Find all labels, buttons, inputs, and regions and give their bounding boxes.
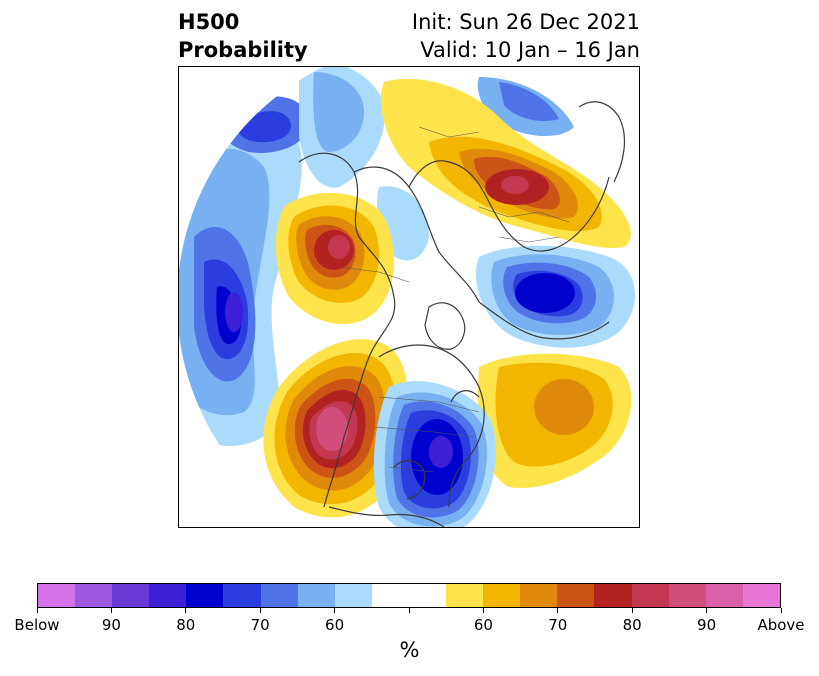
title-block-left: H500 Probability bbox=[178, 8, 308, 64]
colorbar-segment bbox=[38, 584, 76, 607]
probability-map bbox=[178, 66, 640, 528]
colorbar-segment bbox=[705, 584, 743, 607]
colorbar-tick bbox=[36, 608, 38, 613]
colorbar-ticks bbox=[36, 608, 782, 614]
anomaly-below-east-north-america bbox=[373, 381, 496, 527]
colorbar-segment bbox=[371, 584, 409, 607]
colorbar-tick bbox=[185, 608, 187, 613]
colorbar-segment bbox=[260, 584, 298, 607]
borders bbox=[338, 126, 570, 473]
colorbar-label: Above bbox=[757, 616, 805, 634]
title-block-right: Init: Sun 26 Dec 2021 Valid: 10 Jan – 16… bbox=[412, 8, 640, 64]
colorbar-tick bbox=[631, 608, 633, 613]
colorbar-tick bbox=[259, 608, 261, 613]
colorbar-label: 70 bbox=[250, 616, 270, 634]
probability-field bbox=[179, 67, 636, 527]
colorbar-segment bbox=[446, 584, 484, 607]
colorbar-segment bbox=[631, 584, 669, 607]
variable-title: H500 bbox=[178, 10, 240, 34]
colorbar-segment bbox=[408, 584, 447, 607]
coastlines bbox=[298, 101, 625, 527]
anomaly-below-atlantic-north bbox=[475, 245, 636, 348]
colorbar-label: 80 bbox=[622, 616, 642, 634]
colorbar-segment bbox=[594, 584, 632, 607]
probability-map-svg bbox=[179, 67, 636, 527]
colorbar bbox=[37, 583, 781, 608]
colorbar-label: 90 bbox=[697, 616, 717, 634]
colorbar-label: 90 bbox=[101, 616, 121, 634]
colorbar-segment bbox=[483, 584, 521, 607]
colorbar-tick bbox=[110, 608, 112, 613]
colorbar-segment bbox=[223, 584, 261, 607]
colorbar-tick bbox=[557, 608, 559, 613]
valid-range: Valid: 10 Jan – 16 Jan bbox=[420, 38, 640, 62]
anomaly-above-atlantic bbox=[478, 353, 632, 488]
colorbar-segment bbox=[557, 584, 595, 607]
product-title: Probability bbox=[178, 38, 308, 62]
colorbar-tick bbox=[780, 608, 782, 613]
colorbar-segment bbox=[520, 584, 558, 607]
anomaly-above-alaska bbox=[275, 193, 394, 325]
anomaly-above-west-north-america bbox=[263, 339, 408, 518]
colorbar-segment bbox=[742, 584, 780, 607]
colorbar-label: Below bbox=[14, 616, 60, 634]
colorbar-segment bbox=[334, 584, 372, 607]
colorbar-unit: % bbox=[399, 638, 420, 662]
colorbar-tick bbox=[334, 608, 336, 613]
colorbar-segment bbox=[297, 584, 335, 607]
anomaly-above-arctic-band bbox=[380, 78, 631, 248]
colorbar-tick bbox=[706, 608, 708, 613]
colorbar-label: 60 bbox=[325, 616, 345, 634]
colorbar-label: 80 bbox=[176, 616, 196, 634]
init-date: Init: Sun 26 Dec 2021 bbox=[411, 10, 640, 34]
colorbar-tick bbox=[408, 608, 410, 613]
colorbar-segment bbox=[668, 584, 706, 607]
colorbar-segment bbox=[186, 584, 224, 607]
colorbar-segment bbox=[149, 584, 187, 607]
colorbar-label: 70 bbox=[548, 616, 568, 634]
colorbar-segment bbox=[112, 584, 150, 607]
colorbar-label: 60 bbox=[473, 616, 493, 634]
colorbar-segment bbox=[75, 584, 113, 607]
colorbar-tick bbox=[482, 608, 484, 613]
anomaly-below-pacific bbox=[179, 96, 310, 446]
